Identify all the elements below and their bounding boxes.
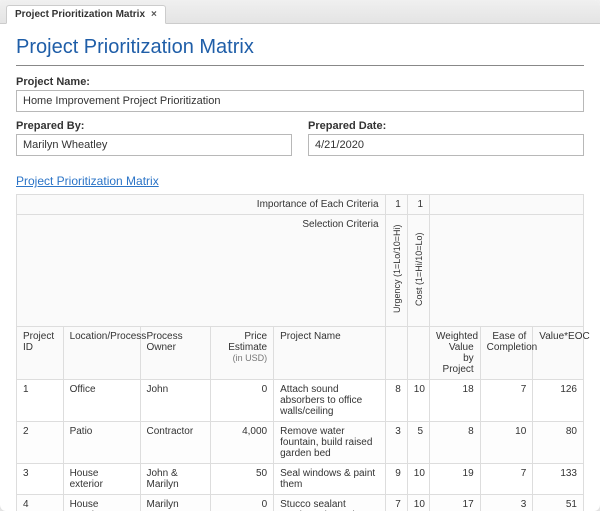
field-project-name: Project Name: — [16, 76, 584, 112]
section-link-matrix[interactable]: Project Prioritization Matrix — [16, 174, 159, 188]
cell-location: House exterior — [63, 464, 140, 495]
cell-name: Stucco sealant purchased, need paint — [274, 495, 385, 511]
cell-name: Attach sound absorbers to office walls/c… — [274, 380, 385, 422]
importance-label: Importance of Each Criteria — [17, 195, 386, 215]
col-weighted: Weighted Value by Project — [430, 327, 481, 380]
cell-urgency: 8 — [385, 380, 407, 422]
cell-ease: 10 — [480, 422, 533, 464]
cell-price: 0 — [211, 495, 274, 511]
col-location: Location/Process — [63, 327, 140, 380]
criteria-cost: Cost (1=Hi/10=Lo) — [407, 215, 429, 327]
cell-location: Patio — [63, 422, 140, 464]
field-prepared-date: Prepared Date: — [308, 120, 584, 156]
table-row[interactable]: 2PatioContractor4,000Remove water founta… — [17, 422, 584, 464]
prioritization-table: Importance of Each Criteria 1 1 Selectio… — [16, 194, 584, 511]
col-project-id: Project ID — [17, 327, 64, 380]
cell-urgency: 9 — [385, 464, 407, 495]
prepared-date-input[interactable] — [308, 134, 584, 156]
cell-ease: 7 — [480, 380, 533, 422]
col-ease: Ease of Completion — [480, 327, 533, 380]
tab-bar: Project Prioritization Matrix × — [0, 0, 600, 24]
cell-owner: John & Marilyn — [140, 464, 211, 495]
cell-urgency: 3 — [385, 422, 407, 464]
cell-owner: John — [140, 380, 211, 422]
cell-name: Seal windows & paint them — [274, 464, 385, 495]
project-name-input[interactable] — [16, 90, 584, 112]
importance-val-1: 1 — [385, 195, 407, 215]
tab-title: Project Prioritization Matrix — [15, 9, 145, 20]
prepared-by-label: Prepared By: — [16, 120, 292, 132]
close-icon[interactable]: × — [151, 9, 157, 20]
cell-location: House exterior — [63, 495, 140, 511]
cell-price: 0 — [211, 380, 274, 422]
cell-urgency: 7 — [385, 495, 407, 511]
cell-cost: 10 — [407, 464, 429, 495]
cell-value-eoc: 80 — [533, 422, 584, 464]
col-value-eoc: Value*EOC — [533, 327, 584, 380]
importance-val-2: 1 — [407, 195, 429, 215]
cell-price: 4,000 — [211, 422, 274, 464]
table-row[interactable]: 3House exteriorJohn & Marilyn50Seal wind… — [17, 464, 584, 495]
cell-id: 1 — [17, 380, 64, 422]
field-prepared-by: Prepared By: — [16, 120, 292, 156]
prepared-by-input[interactable] — [16, 134, 292, 156]
cell-id: 2 — [17, 422, 64, 464]
cell-price: 50 — [211, 464, 274, 495]
cell-owner: Marilyn — [140, 495, 211, 511]
cell-ease: 7 — [480, 464, 533, 495]
tab-project-matrix[interactable]: Project Prioritization Matrix × — [6, 5, 166, 24]
criteria-urgency: Urgency (1=Lo/10=Hi) — [385, 215, 407, 327]
selection-label: Selection Criteria — [17, 215, 386, 327]
col-owner: Process Owner — [140, 327, 211, 380]
cell-cost: 5 — [407, 422, 429, 464]
cell-value-eoc: 126 — [533, 380, 584, 422]
cell-weighted: 19 — [430, 464, 481, 495]
table-row[interactable]: 4House exteriorMarilyn0Stucco sealant pu… — [17, 495, 584, 511]
col-name: Project Name — [274, 327, 385, 380]
cell-weighted: 8 — [430, 422, 481, 464]
cell-cost: 10 — [407, 380, 429, 422]
cell-weighted: 18 — [430, 380, 481, 422]
cell-id: 3 — [17, 464, 64, 495]
cell-weighted: 17 — [430, 495, 481, 511]
col-price: Price Estimate(in USD) — [211, 327, 274, 380]
table-row[interactable]: 1OfficeJohn0Attach sound absorbers to of… — [17, 380, 584, 422]
cell-value-eoc: 133 — [533, 464, 584, 495]
app-window: Project Prioritization Matrix × Project … — [0, 0, 600, 511]
cell-owner: Contractor — [140, 422, 211, 464]
page-content: Project Prioritization Matrix Project Na… — [0, 24, 600, 511]
page-title: Project Prioritization Matrix — [16, 36, 584, 66]
prepared-date-label: Prepared Date: — [308, 120, 584, 132]
cell-name: Remove water fountain, build raised gard… — [274, 422, 385, 464]
project-name-label: Project Name: — [16, 76, 584, 88]
cell-id: 4 — [17, 495, 64, 511]
cell-cost: 10 — [407, 495, 429, 511]
cell-ease: 3 — [480, 495, 533, 511]
cell-value-eoc: 51 — [533, 495, 584, 511]
cell-location: Office — [63, 380, 140, 422]
